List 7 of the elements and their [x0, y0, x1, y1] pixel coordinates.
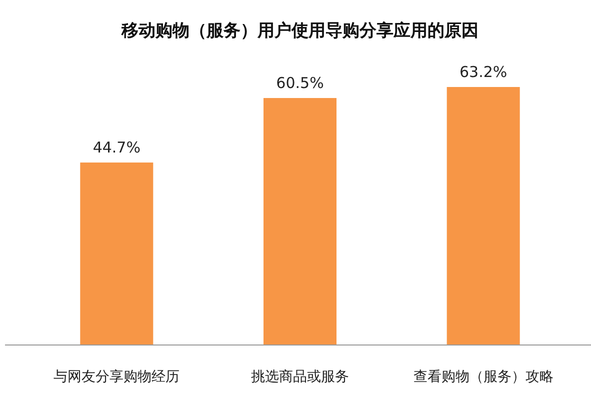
- x-tick-label: 挑选商品或服务: [251, 369, 349, 385]
- data-label: 60.5%: [276, 74, 324, 92]
- data-label: 44.7%: [92, 138, 140, 157]
- x-tick-label: 查看购物（服务）攻略: [413, 369, 554, 385]
- x-tick-label: 与网友分享购物经历: [54, 369, 180, 385]
- data-label: 63.2%: [460, 63, 508, 81]
- chart-title: 移动购物（服务）用户使用导购分享应用的原因: [120, 21, 478, 41]
